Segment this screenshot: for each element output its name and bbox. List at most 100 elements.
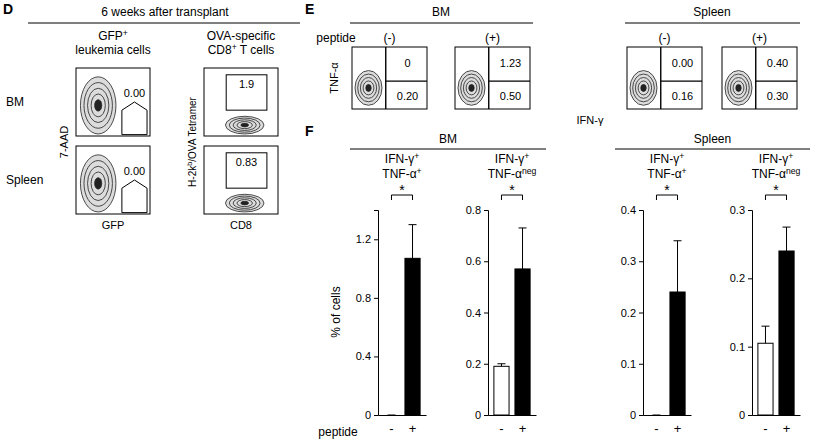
superscript: + <box>524 151 529 161</box>
text-part: T cells <box>237 43 275 57</box>
density-contour <box>630 71 657 106</box>
quadrant-line <box>489 80 530 81</box>
y-axis: 00.10.20.3 <box>730 204 753 421</box>
tick: 0.8 <box>356 292 378 304</box>
density-contour <box>463 78 479 99</box>
tick-mark <box>374 356 378 357</box>
gate <box>226 75 267 110</box>
density-contour <box>95 178 102 189</box>
text-part: TNF-α <box>382 167 416 181</box>
tick-label: - <box>654 421 658 436</box>
tick-mark <box>748 415 752 416</box>
text-part: 7-AAD <box>58 126 70 158</box>
tick-mark <box>374 298 378 299</box>
header-rule <box>615 149 810 150</box>
text-part: GFP <box>98 29 123 43</box>
gate-value: 0.00 <box>124 165 145 177</box>
tick: + <box>783 415 791 436</box>
quadrant-line <box>661 80 702 81</box>
density-contour <box>635 78 651 99</box>
density-contour <box>241 201 249 205</box>
axis-line <box>374 211 379 416</box>
chart-title: IFN-γ+ <box>385 151 419 166</box>
bar <box>515 269 530 415</box>
tick-mark <box>484 364 488 365</box>
quadrant-value: 0.16 <box>672 90 693 102</box>
flow-plot: 1.9 <box>204 68 278 136</box>
column-title: GFP+ <box>98 28 128 43</box>
superscript: + <box>123 28 128 38</box>
text-part: IFN-γ <box>650 152 679 166</box>
quadrant-gate <box>489 81 530 109</box>
density-contour <box>241 123 249 127</box>
tick-label: + <box>409 421 417 436</box>
tick-label: + <box>783 421 791 436</box>
axis-line <box>644 415 692 416</box>
error-bar <box>783 227 791 251</box>
panel-f: FBMSpleen% of cellspeptideIFN-γ+TNF-α+00… <box>305 123 810 439</box>
tick-label: - <box>499 421 503 436</box>
chart-title: IFN-γ+ <box>650 151 684 166</box>
tick-label: 0 <box>630 409 636 421</box>
row-label: BM <box>6 95 24 109</box>
error-bar <box>409 225 417 259</box>
tick-mark <box>639 313 643 314</box>
quadrant-value: 0.20 <box>397 90 418 102</box>
tick-mark <box>748 347 752 348</box>
chart-title: TNF-αneg <box>752 166 801 181</box>
density-contour <box>355 71 382 106</box>
tick: 0.4 <box>466 307 488 319</box>
tick-label: + <box>519 421 527 436</box>
density-contour <box>366 84 371 91</box>
tick: 0.1 <box>621 358 643 370</box>
plot-frame <box>722 47 797 109</box>
quadrant-line <box>488 47 489 109</box>
density-contour <box>725 71 752 106</box>
tick-label: 0.8 <box>466 204 481 216</box>
tick-label: + <box>674 421 682 436</box>
header-rule <box>28 23 300 24</box>
density-contour <box>363 81 374 95</box>
axis-line <box>748 211 753 416</box>
tick-label: 0 <box>365 409 371 421</box>
gate-value: 1.9 <box>239 78 254 90</box>
axis-title: H-2kb/OVA Tetramer <box>185 96 198 186</box>
chart-title: TNF-α+ <box>647 166 686 181</box>
marks <box>494 228 530 415</box>
tick-mark <box>484 210 488 211</box>
marks <box>652 241 685 415</box>
flow-plot: 0.00 <box>76 68 150 136</box>
group-title: BM <box>432 5 450 19</box>
tick-mark <box>748 278 752 279</box>
quadrant-gate <box>661 47 702 81</box>
text-part: CD8 <box>230 219 252 231</box>
tick-label: 0.2 <box>730 272 745 284</box>
axis-line <box>639 211 644 416</box>
tick-label: 0.8 <box>356 292 371 304</box>
text-part: OVA-specific <box>207 29 275 43</box>
plot-frame <box>352 47 427 109</box>
tick-mark <box>639 364 643 365</box>
text-part: TNF-α <box>752 167 786 181</box>
error-bar <box>652 415 660 416</box>
axis-title: IFN-γ <box>577 114 604 126</box>
tick-label: - <box>763 421 767 436</box>
tick: 0.2 <box>466 358 488 370</box>
density-contour <box>358 74 380 102</box>
bar-chart: IFN-γ+TNF-α+00.10.20.30.4-+* <box>621 151 692 436</box>
chart-title: TNF-αneg <box>488 166 537 181</box>
density-contour <box>728 74 750 102</box>
flow-plot: 00.20 <box>352 47 427 109</box>
tick: + <box>519 415 527 436</box>
plot-frame <box>76 68 150 136</box>
superscript: neg <box>786 166 801 176</box>
density-contour <box>88 88 109 122</box>
group-title: Spleen <box>693 5 730 19</box>
axis-title: peptide <box>318 425 358 439</box>
tick-mark <box>484 313 488 314</box>
plot-frame <box>204 146 278 214</box>
marks <box>758 227 794 415</box>
flow-plot: 0.400.30 <box>722 47 797 109</box>
tick: 0.1 <box>730 341 752 353</box>
text-part: IFN-γ <box>385 152 414 166</box>
